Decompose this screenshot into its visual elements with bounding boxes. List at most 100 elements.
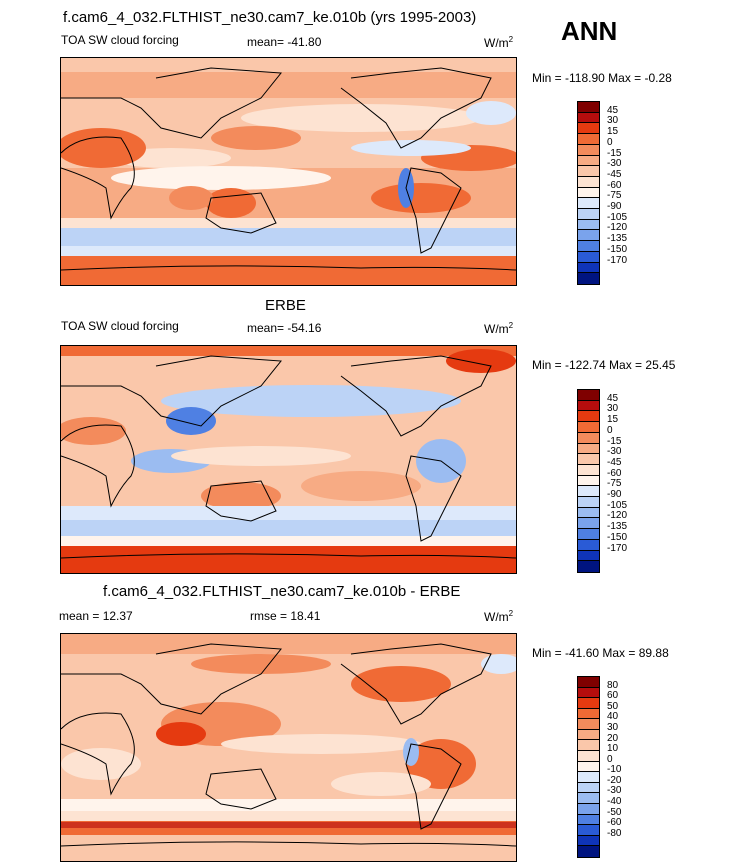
colorbar-swatch <box>578 761 599 773</box>
colorbar-swatch <box>578 198 599 210</box>
panel1-units: W/m2 <box>484 35 514 50</box>
colorbar-swatch <box>578 400 599 412</box>
panel2-colorbar <box>577 389 600 573</box>
colorbar-tick-label: 0 <box>607 424 613 436</box>
colorbar-swatch <box>578 134 599 145</box>
colorbar-swatch <box>578 155 599 167</box>
colorbar-swatch <box>578 166 599 177</box>
panel2-variable-label: TOA SW cloud forcing <box>61 319 179 333</box>
panel3-minmax: Min = -41.60 Max = 89.88 <box>532 646 669 660</box>
colorbar-tick-label: -10 <box>607 764 622 776</box>
colorbar-tick-label: -15 <box>607 435 622 447</box>
panel1-field <box>61 58 516 285</box>
panel3-units: W/m2 <box>484 609 514 624</box>
colorbar-tick-label: -60 <box>607 179 622 191</box>
colorbar-swatch <box>578 432 599 444</box>
colorbar-swatch <box>578 443 599 455</box>
colorbar-swatch <box>578 539 599 551</box>
colorbar-tick-label: -15 <box>607 147 622 159</box>
colorbar-swatch <box>578 835 599 847</box>
colorbar-swatch <box>578 422 599 433</box>
colorbar-swatch <box>578 825 599 836</box>
colorbar-swatch <box>578 677 599 688</box>
panel1-variable-label: TOA SW cloud forcing <box>61 33 179 47</box>
colorbar-tick-label: 15 <box>607 126 619 138</box>
colorbar-swatch <box>578 518 599 530</box>
colorbar-tick-label: -120 <box>607 510 628 522</box>
colorbar-swatch <box>578 729 599 741</box>
colorbar-tick-label: 50 <box>607 700 619 712</box>
colorbar-swatch <box>578 698 599 709</box>
colorbar-tick-label: -150 <box>607 243 628 255</box>
colorbar-tick-label: -135 <box>607 233 628 245</box>
colorbar-tick-label: -60 <box>607 817 622 829</box>
colorbar-tick-label: 40 <box>607 711 619 723</box>
colorbar-tick-label: 30 <box>607 721 619 733</box>
colorbar-tick-label: 30 <box>607 115 619 127</box>
colorbar-tick-label: -30 <box>607 446 622 458</box>
panel3-mean-label: mean = 12.37 <box>59 609 133 623</box>
colorbar-tick-label: -150 <box>607 531 628 543</box>
colorbar-swatch <box>578 209 599 220</box>
panel3-colorbar <box>577 676 600 858</box>
panel1-mean-label: mean= -41.80 <box>247 35 322 49</box>
colorbar-swatch <box>578 497 599 508</box>
colorbar-swatch <box>578 529 599 540</box>
colorbar-tick-label: -105 <box>607 211 628 223</box>
panel3-map <box>60 633 517 862</box>
panel1-minmax: Min = -118.90 Max = -0.28 <box>532 71 672 85</box>
colorbar-tick-label: -170 <box>607 542 628 554</box>
colorbar-swatch <box>578 230 599 242</box>
colorbar-tick-label: 15 <box>607 414 619 426</box>
colorbar-tick-label: -120 <box>607 222 628 234</box>
panel2-minmax: Min = -122.74 Max = 25.45 <box>532 358 676 372</box>
colorbar-tick-label: -135 <box>607 521 628 533</box>
colorbar-tick-label: -50 <box>607 806 622 818</box>
colorbar-swatch <box>578 454 599 465</box>
colorbar-swatch <box>578 561 599 572</box>
colorbar-swatch <box>578 687 599 699</box>
colorbar-tick-label: 45 <box>607 392 619 404</box>
figure-title: f.cam6_4_032.FLTHIST_ne30.cam7_ke.010b (… <box>63 9 477 26</box>
colorbar-swatch <box>578 846 599 857</box>
colorbar-swatch <box>578 273 599 284</box>
colorbar-tick-label: -45 <box>607 456 622 468</box>
colorbar-tick-label: -90 <box>607 201 622 213</box>
colorbar-swatch <box>578 507 599 519</box>
colorbar-tick-label: -75 <box>607 190 622 202</box>
colorbar-tick-label: -60 <box>607 467 622 479</box>
colorbar-tick-label: 60 <box>607 690 619 702</box>
colorbar-swatch <box>578 708 599 720</box>
panel2-mean-label: mean= -54.16 <box>247 321 322 335</box>
colorbar-swatch <box>578 793 599 804</box>
colorbar-swatch <box>578 411 599 423</box>
colorbar-swatch <box>578 102 599 113</box>
colorbar-tick-label: -75 <box>607 478 622 490</box>
colorbar-swatch <box>578 772 599 783</box>
colorbar-swatch <box>578 803 599 815</box>
colorbar-swatch <box>578 751 599 762</box>
panel3-rmse-label: rmse = 18.41 <box>250 609 321 623</box>
colorbar-swatch <box>578 262 599 274</box>
colorbar-tick-label: -90 <box>607 489 622 501</box>
colorbar-tick-label: -40 <box>607 796 622 808</box>
colorbar-swatch <box>578 241 599 252</box>
colorbar-tick-label: -105 <box>607 499 628 511</box>
panel2-units: W/m2 <box>484 321 514 336</box>
colorbar-tick-label: -20 <box>607 774 622 786</box>
panel3-field <box>61 634 516 861</box>
colorbar-tick-label: -30 <box>607 158 622 170</box>
colorbar-tick-label: 80 <box>607 679 619 691</box>
colorbar-tick-label: 0 <box>607 753 613 765</box>
colorbar-swatch <box>578 814 599 826</box>
colorbar-tick-label: 45 <box>607 104 619 116</box>
colorbar-swatch <box>578 390 599 401</box>
panel3-title: f.cam6_4_032.FLTHIST_ne30.cam7_ke.010b -… <box>103 583 461 600</box>
panel1-map <box>60 57 517 286</box>
colorbar-swatch <box>578 219 599 231</box>
colorbar-swatch <box>578 550 599 562</box>
colorbar-swatch <box>578 144 599 156</box>
colorbar-swatch <box>578 475 599 487</box>
season-label: ANN <box>561 16 618 46</box>
colorbar-tick-label: -170 <box>607 254 628 266</box>
